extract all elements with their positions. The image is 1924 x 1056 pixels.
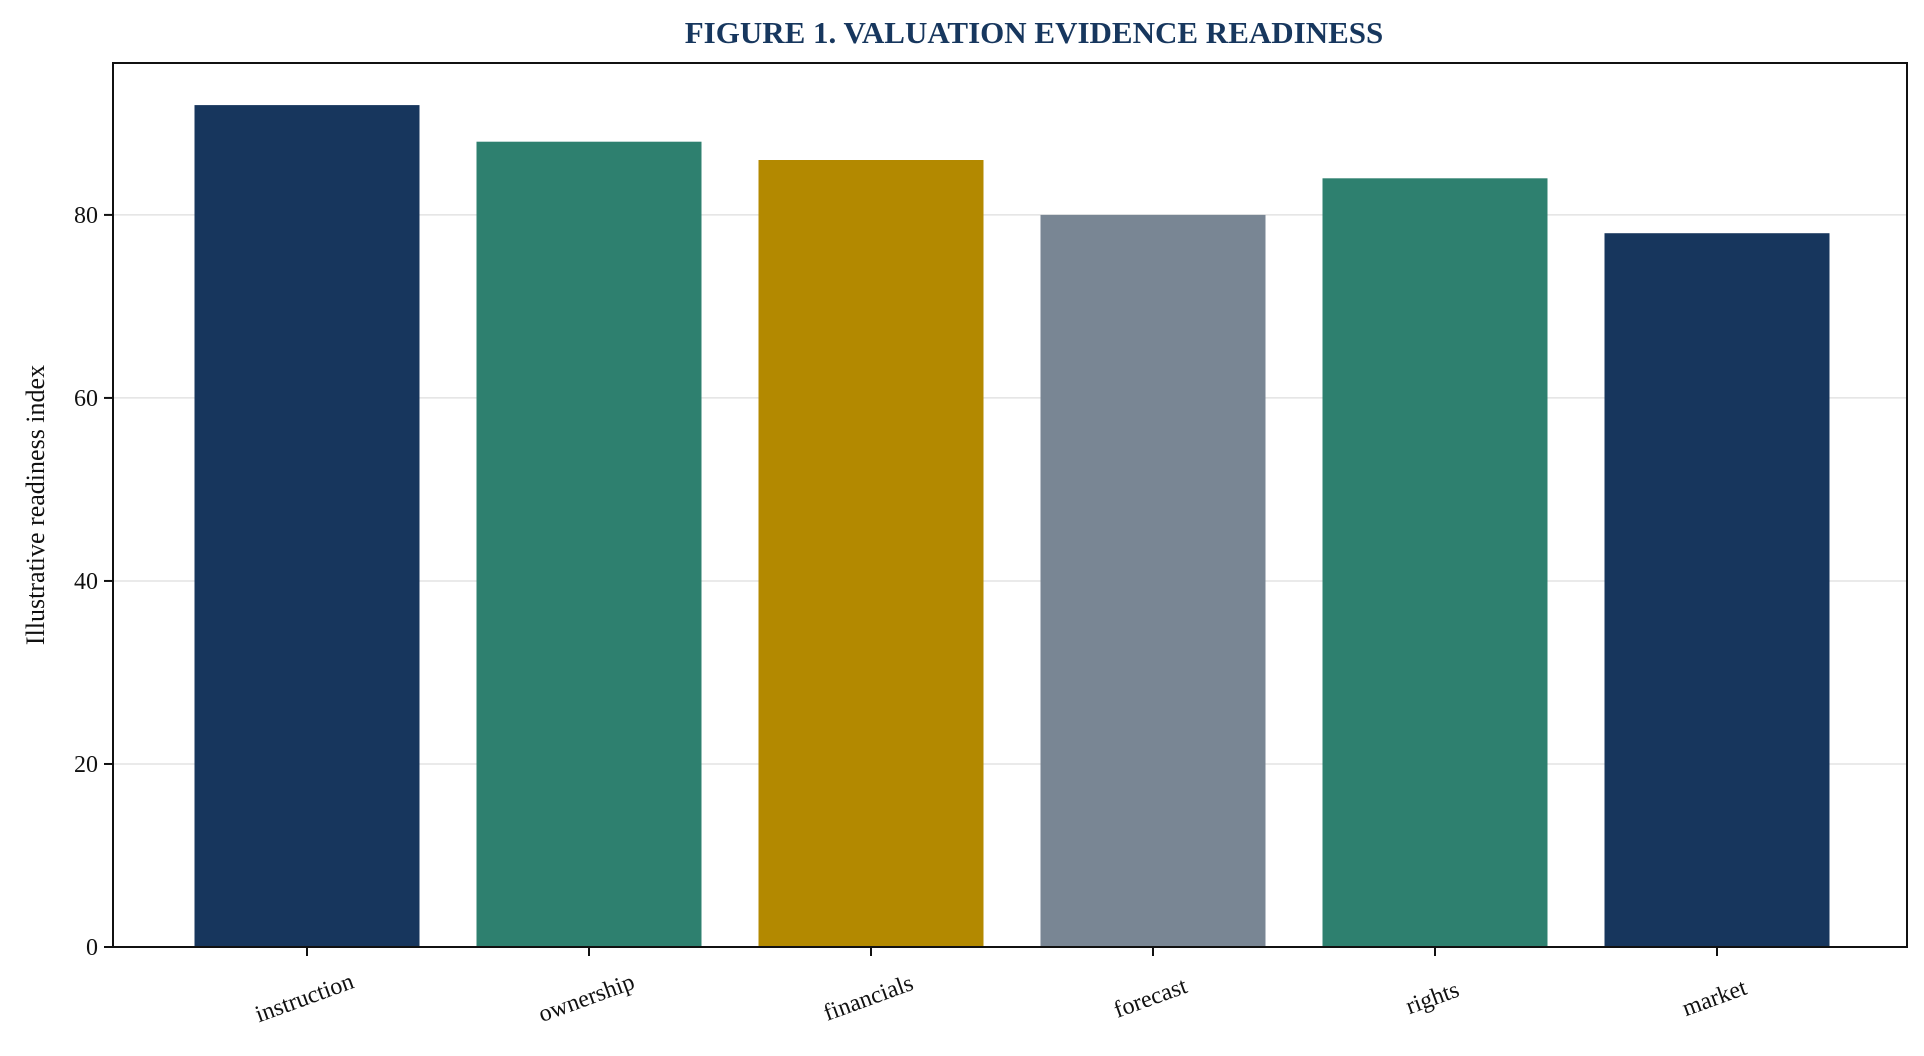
x-tick-label-market: market	[1679, 975, 1751, 1022]
bar-forecast	[1040, 214, 1266, 947]
y-tick-label: 60	[74, 386, 98, 412]
chart-title: FIGURE 1. VALUATION EVIDENCE READINESS	[685, 15, 1384, 50]
y-tick-label: 40	[74, 569, 98, 595]
x-tick-label-ownership: ownership	[535, 969, 638, 1028]
y-axis: 0 20 40 60 80	[74, 203, 113, 961]
bar-ownership	[476, 141, 702, 947]
x-axis: instruction ownership financials forecast ri…	[252, 947, 1751, 1028]
x-tick-label-rights: rights	[1402, 977, 1462, 1020]
bars	[194, 105, 1830, 948]
plot-frame	[112, 62, 1908, 948]
bar-rights	[1322, 178, 1548, 948]
x-tick-label-forecast: forecast	[1110, 973, 1191, 1024]
bar-market	[1604, 233, 1830, 947]
y-axis-label: Illustrative readiness index	[21, 365, 50, 645]
y-tick-label: 0	[86, 935, 98, 961]
x-tick-label-financials: financials	[820, 970, 917, 1026]
bar-financials	[758, 160, 984, 947]
bar-instruction	[194, 105, 420, 948]
x-tick-label-instruction: instruction	[252, 969, 357, 1029]
y-tick-label: 20	[74, 752, 98, 778]
y-tick-label: 80	[74, 203, 98, 229]
